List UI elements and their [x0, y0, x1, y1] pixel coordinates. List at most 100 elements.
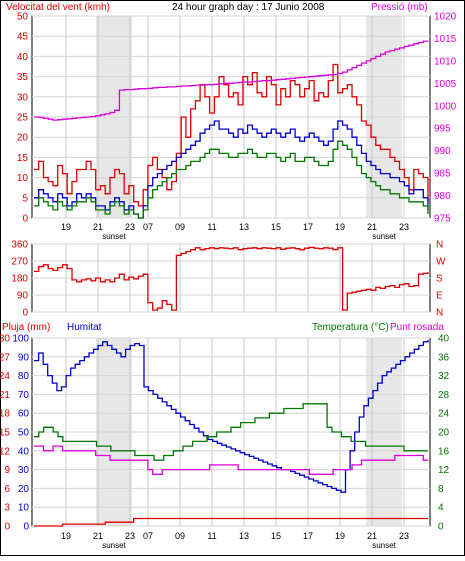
pressure-tick-label: 975	[434, 214, 451, 225]
pressure-tick-label: 1010	[434, 56, 457, 67]
rain-tick-label: 27	[0, 352, 10, 363]
wind-time-label: 23	[125, 222, 135, 232]
temperature-axis-title: Temperatura (°C)	[312, 322, 389, 333]
wind-speed-tick-label: 30	[17, 92, 29, 103]
direction-tick-label: 270	[11, 257, 28, 268]
pressure-tick-label: 1000	[434, 101, 457, 112]
temperature-tick-label: 32	[438, 371, 450, 382]
wind-speed-tick-label: 25	[17, 113, 29, 124]
wind-time-label: 15	[271, 222, 281, 232]
climate-time-label: 09	[175, 531, 185, 541]
wind-time-label: 19	[335, 222, 345, 232]
climate-sunset-label: sunset	[372, 541, 396, 550]
wind-speed-tick-label: 0	[22, 214, 28, 225]
wind-speed-tick-label: 45	[17, 32, 29, 43]
direction-line	[34, 246, 429, 311]
temperature-tick-label: 8	[438, 484, 444, 495]
compass-tick-label: W	[436, 257, 446, 268]
direction-tick-label: 360	[11, 240, 28, 251]
temperature-tick-label: 20	[438, 428, 450, 439]
climate-time-label: 23	[125, 531, 135, 541]
wind-sunset-label: sunset	[372, 232, 396, 241]
temperature-tick-label: 40	[438, 334, 450, 345]
climate-humitat-line	[34, 339, 429, 493]
wind-time-label: 17	[303, 222, 313, 232]
direction-tick-label: 90	[17, 291, 29, 302]
humidity-tick-label: 20	[18, 484, 30, 495]
climate-time-label: 19	[335, 531, 345, 541]
pressure-tick-label: 1015	[434, 34, 457, 45]
pressure-line	[34, 40, 429, 121]
pressure-tick-label: 1005	[434, 79, 457, 90]
temperature-tick-label: 28	[438, 390, 450, 401]
rain-tick-label: 3	[4, 503, 10, 514]
rain-tick-label: 9	[4, 465, 10, 476]
pressure-axis-title: Pressió (mb)	[371, 2, 428, 13]
temperature-tick-label: 16	[438, 446, 450, 457]
direction-tick-label: 0	[22, 308, 28, 319]
rain-tick-label: 18	[0, 409, 10, 420]
rain-tick-label: 30	[0, 334, 10, 345]
pressure-tick-label: 980	[434, 191, 451, 202]
climate-time-label: 21	[367, 531, 377, 541]
climate-time-label: 15	[271, 531, 281, 541]
wind-series-1-line	[34, 120, 429, 219]
pressure-tick-label: 985	[434, 169, 451, 180]
humidity-tick-label: 0	[23, 522, 29, 533]
climate-temperatura-line	[34, 403, 428, 461]
compass-tick-label: N	[436, 240, 443, 251]
rain-tick-label: 12	[0, 446, 10, 457]
wind-time-label: 13	[239, 222, 249, 232]
temperature-tick-label: 12	[438, 465, 450, 476]
climate-time-label: 07	[143, 531, 153, 541]
humidity-tick-label: 80	[18, 371, 30, 382]
wind-time-label: 09	[175, 222, 185, 232]
climate-time-label: 17	[303, 531, 313, 541]
dewpoint-axis-title: Punt rosada	[390, 322, 444, 333]
climate-time-label: 13	[239, 531, 249, 541]
wind-time-label: 21	[93, 222, 103, 232]
humidity-tick-label: 10	[18, 503, 30, 514]
rain-axis-title: Pluja (mm)	[2, 322, 50, 333]
temperature-tick-label: 36	[438, 352, 450, 363]
climate-pluja-line	[34, 517, 428, 527]
pressure-tick-label: 995	[434, 124, 451, 135]
wind-series-0-line	[34, 63, 429, 207]
wind-speed-tick-label: 15	[17, 153, 29, 164]
climate-time-label: 11	[207, 531, 216, 541]
wind-time-label: 11	[207, 222, 216, 232]
rain-tick-label: 24	[0, 371, 10, 382]
humidity-tick-label: 70	[18, 390, 30, 401]
humidity-tick-label: 30	[18, 465, 30, 476]
climate-time-label: 23	[399, 531, 409, 541]
compass-tick-label: N	[436, 308, 443, 319]
compass-tick-label: E	[436, 291, 443, 302]
humidity-tick-label: 50	[18, 428, 30, 439]
wind-time-label: 07	[143, 222, 153, 232]
direction-tick-label: 180	[11, 274, 28, 285]
climate-sunset-label: sunset	[102, 541, 126, 550]
wind-time-label: 21	[367, 222, 377, 232]
wind-sunset-label: sunset	[102, 232, 126, 241]
climate-punt-rosada-line	[34, 445, 428, 475]
wind-time-label: 23	[399, 222, 409, 232]
wind-axis-title: Velocitat del vent (kmh)	[6, 2, 110, 13]
rain-tick-label: 15	[0, 428, 10, 439]
wind-speed-tick-label: 50	[17, 12, 29, 23]
humidity-axis-title: Humitat	[67, 322, 102, 333]
humidity-tick-label: 100	[12, 334, 29, 345]
compass-tick-label: S	[436, 274, 443, 285]
humidity-tick-label: 60	[18, 409, 30, 420]
wind-speed-tick-label: 35	[17, 72, 29, 83]
wind-time-label: 19	[61, 222, 71, 232]
climate-time-label: 21	[93, 531, 103, 541]
wind-speed-tick-label: 5	[22, 193, 28, 204]
rain-tick-label: 0	[4, 522, 10, 533]
humidity-tick-label: 90	[18, 352, 30, 363]
wind-series-2-line	[34, 140, 429, 219]
pressure-tick-label: 990	[434, 146, 451, 157]
temperature-tick-label: 24	[438, 409, 450, 420]
wind-speed-tick-label: 20	[17, 133, 29, 144]
